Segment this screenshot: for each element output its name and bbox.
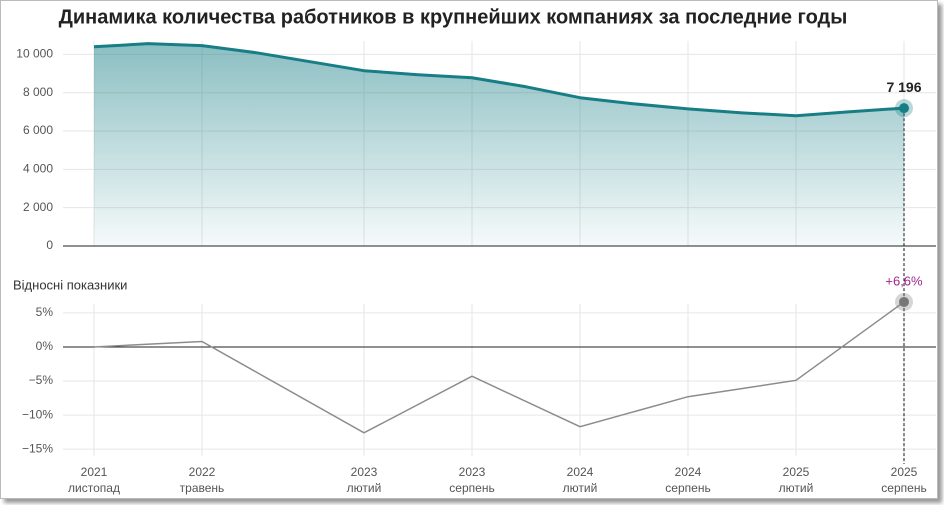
value-label: 7 196 <box>886 79 921 95</box>
y-tick-label: −5% <box>29 373 54 387</box>
x-tick-label: 2022 <box>189 465 216 479</box>
x-tick-label: серпень <box>665 481 710 495</box>
x-tick-label: серпень <box>449 481 494 495</box>
chart-title: Динамика количества работников в крупней… <box>59 6 848 28</box>
panel-title: Відносні показники <box>13 277 127 292</box>
x-tick-label: 2021 <box>81 465 108 479</box>
area <box>94 43 904 246</box>
chart: Динамика количества работников в крупней… <box>13 6 936 495</box>
y-tick-label: 4 000 <box>23 162 53 176</box>
y-tick-label: −10% <box>22 407 53 421</box>
y-tick-label: 0 <box>46 238 53 252</box>
y-tick-label: −15% <box>22 441 53 455</box>
y-tick-label: 8 000 <box>23 85 53 99</box>
x-tick-label: 2024 <box>675 465 702 479</box>
y-tick-label: 6 000 <box>23 123 53 137</box>
x-tick-label: лютий <box>779 481 814 495</box>
y-tick-label: 5% <box>36 305 54 319</box>
line <box>93 42 905 118</box>
y-tick-label: 2 000 <box>23 200 53 214</box>
x-tick-label: 2024 <box>567 465 594 479</box>
x-tick-label: серпень <box>881 481 926 495</box>
x-tick-label: травень <box>180 481 225 495</box>
line <box>93 301 905 434</box>
x-tick-label: 2025 <box>891 465 918 479</box>
x-tick-label: 2023 <box>351 465 378 479</box>
x-tick-label: 2023 <box>459 465 486 479</box>
marker <box>899 296 909 307</box>
value-label: +6,6% <box>885 273 923 288</box>
marker <box>899 103 909 114</box>
x-tick-label: лютий <box>347 481 382 495</box>
y-tick-label: 0% <box>36 339 54 353</box>
x-tick-label: лютий <box>563 481 598 495</box>
x-tick-label: листопад <box>68 481 120 495</box>
x-tick-label: 2025 <box>783 465 810 479</box>
y-tick-label: 10 000 <box>16 47 53 61</box>
